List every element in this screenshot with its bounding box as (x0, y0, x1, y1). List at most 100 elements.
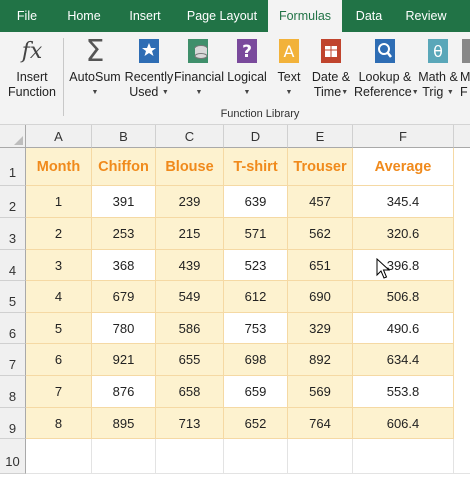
table-cell[interactable]: 8 (26, 408, 92, 439)
empty-cell[interactable] (353, 439, 454, 474)
row-header-3[interactable]: 3 (0, 218, 26, 250)
table-cell[interactable]: 1 (26, 186, 92, 218)
column-header-f[interactable]: F (353, 125, 454, 148)
tab-data[interactable]: Data (355, 9, 383, 23)
column-header-d[interactable]: D (224, 125, 288, 148)
table-cell[interactable]: 652 (224, 408, 288, 439)
row-header-4[interactable]: 4 (0, 250, 26, 281)
text-button[interactable]: A Text ▼ (270, 36, 308, 100)
empty-cell[interactable] (92, 439, 156, 474)
table-cell[interactable]: 713 (156, 408, 224, 439)
row-header-2[interactable]: 2 (0, 186, 26, 218)
table-cell[interactable]: 659 (224, 376, 288, 408)
header-cell-month[interactable]: Month (26, 148, 92, 186)
row-header-5[interactable]: 5 (0, 281, 26, 313)
table-cell[interactable]: 368 (92, 250, 156, 281)
tab-review[interactable]: Review (405, 9, 447, 23)
table-cell[interactable]: 753 (224, 313, 288, 344)
lookup-reference-button[interactable]: Lookup & Reference▼ (354, 36, 419, 100)
table-cell[interactable]: 586 (156, 313, 224, 344)
header-cell-trouser[interactable]: Trouser (288, 148, 353, 186)
table-cell[interactable]: 549 (156, 281, 224, 313)
tab-page-layout[interactable]: Page Layout (186, 9, 258, 23)
row-header-8[interactable]: 8 (0, 376, 26, 408)
date-time-button[interactable]: Date & Time▼ (308, 36, 354, 100)
logical-button[interactable]: ? Logical ▼ (224, 36, 270, 100)
table-cell[interactable]: 7 (26, 376, 92, 408)
recently-used-button[interactable]: Recently Used ▼ (124, 36, 174, 100)
table-cell[interactable]: 396.8 (353, 250, 454, 281)
header-cell-average[interactable]: Average (353, 148, 454, 186)
table-cell[interactable]: 2 (26, 218, 92, 250)
table-cell[interactable]: 606.4 (353, 408, 454, 439)
table-cell[interactable]: 892 (288, 344, 353, 376)
table-cell[interactable]: 612 (224, 281, 288, 313)
table-cell[interactable]: 3 (26, 250, 92, 281)
table-cell[interactable]: 320.6 (353, 218, 454, 250)
table-cell[interactable]: 876 (92, 376, 156, 408)
autosum-button[interactable]: Σ AutoSum ▼ (66, 36, 124, 100)
financial-label: Financial (174, 70, 225, 84)
table-cell[interactable]: 215 (156, 218, 224, 250)
table-cell[interactable]: 895 (92, 408, 156, 439)
more-functions-button[interactable]: M F (460, 36, 470, 100)
row-header-6[interactable]: 6 (0, 313, 26, 344)
table-cell[interactable]: 253 (92, 218, 156, 250)
empty-cell[interactable] (26, 439, 92, 474)
table-cell[interactable]: 553.8 (353, 376, 454, 408)
table-cell[interactable]: 571 (224, 218, 288, 250)
empty-column-g[interactable] (454, 148, 470, 474)
table-cell[interactable]: 506.8 (353, 281, 454, 313)
table-cell[interactable]: 634.4 (353, 344, 454, 376)
table-cell[interactable]: 457 (288, 186, 353, 218)
table-cell[interactable]: 4 (26, 281, 92, 313)
table-cell[interactable]: 658 (156, 376, 224, 408)
table-cell[interactable]: 239 (156, 186, 224, 218)
financial-button[interactable]: Financial ▼ (174, 36, 224, 100)
table-cell[interactable]: 764 (288, 408, 353, 439)
table-cell[interactable]: 523 (224, 250, 288, 281)
row-header-9[interactable]: 9 (0, 408, 26, 439)
row-header-1[interactable]: 1 (0, 148, 26, 186)
column-header-b[interactable]: B (92, 125, 156, 148)
table-cell[interactable]: 651 (288, 250, 353, 281)
table-cell[interactable]: 439 (156, 250, 224, 281)
table-cell[interactable]: 639 (224, 186, 288, 218)
tab-file[interactable]: File (16, 9, 38, 23)
table-cell[interactable]: 329 (288, 313, 353, 344)
table-cell[interactable]: 921 (92, 344, 156, 376)
column-header-e[interactable]: E (288, 125, 353, 148)
header-cell-tshirt[interactable]: T-shirt (224, 148, 288, 186)
coins-book-icon (184, 36, 214, 66)
column-header-a[interactable]: A (26, 125, 92, 148)
table-cell[interactable]: 698 (224, 344, 288, 376)
tab-insert[interactable]: Insert (129, 9, 161, 23)
table-cell[interactable]: 490.6 (353, 313, 454, 344)
table-cell[interactable]: 5 (26, 313, 92, 344)
table-cell[interactable]: 690 (288, 281, 353, 313)
table-cell[interactable]: 391 (92, 186, 156, 218)
header-cell-chiffon[interactable]: Chiffon (92, 148, 156, 186)
math-trig-button[interactable]: θ Math & Trig ▼ (416, 36, 460, 100)
empty-cell[interactable] (224, 439, 288, 474)
table-cell[interactable]: 655 (156, 344, 224, 376)
table-cell[interactable]: 679 (92, 281, 156, 313)
table-cell[interactable]: 562 (288, 218, 353, 250)
header-cell-blouse[interactable]: Blouse (156, 148, 224, 186)
column-header-c[interactable]: C (156, 125, 224, 148)
tab-formulas[interactable]: Formulas (268, 0, 342, 32)
insert-function-button[interactable]: fx Insert Function (4, 36, 60, 100)
table-cell[interactable]: 6 (26, 344, 92, 376)
row-header-10[interactable]: 10 (0, 439, 26, 474)
row-header-7[interactable]: 7 (0, 344, 26, 376)
chevron-down-icon: ▼ (411, 89, 419, 97)
table-cell[interactable]: 345.4 (353, 186, 454, 218)
empty-cell[interactable] (156, 439, 224, 474)
select-all-corner[interactable] (0, 125, 26, 148)
table-cell[interactable]: 780 (92, 313, 156, 344)
question-book-icon: ? (232, 36, 262, 66)
table-cell[interactable]: 569 (288, 376, 353, 408)
tab-home[interactable]: Home (67, 9, 101, 23)
empty-cell[interactable] (288, 439, 353, 474)
column-header-g[interactable] (454, 125, 470, 148)
